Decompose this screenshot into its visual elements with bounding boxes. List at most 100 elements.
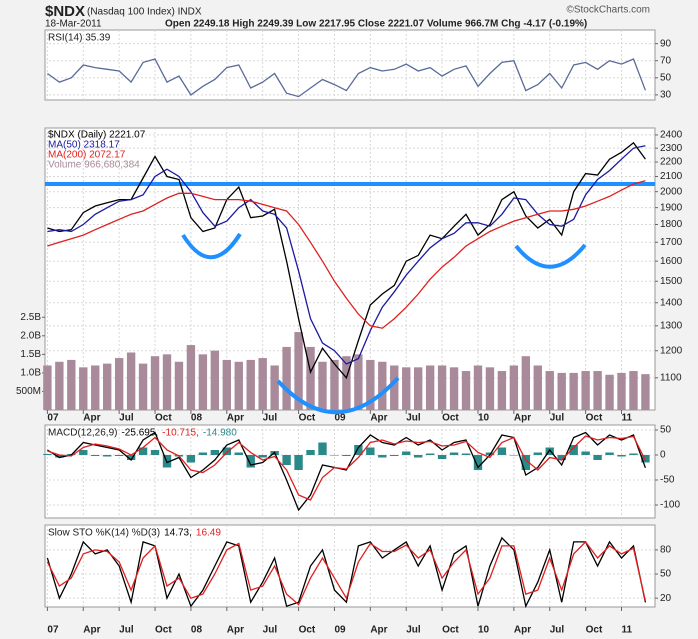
panel-plot: 07 Apr Jul Oct 08 Apr Jul Oct 09 Apr Jul Oct 10 Apr Ju… xyxy=(16,128,683,424)
y-tick-label: 30 xyxy=(660,90,672,101)
line xyxy=(47,180,646,329)
bar xyxy=(234,452,243,455)
y2-tick-label: 1.5B xyxy=(20,349,41,360)
x-tick-label: 08 xyxy=(191,625,203,636)
bar xyxy=(246,359,255,410)
x-tick-label: Jul xyxy=(550,625,565,636)
x-tick-label: Jul xyxy=(406,625,421,636)
bar xyxy=(43,454,52,455)
bar xyxy=(150,450,160,455)
bar xyxy=(55,361,64,410)
bar xyxy=(617,455,626,457)
bar xyxy=(43,365,52,410)
bar xyxy=(354,354,363,410)
bar xyxy=(330,455,339,456)
x-tick-label: Oct xyxy=(155,413,172,424)
bar xyxy=(330,359,339,410)
x-tick-label: Apr xyxy=(514,413,531,424)
x-tick-label: Jul xyxy=(263,413,278,424)
x-tick-label: 07 xyxy=(47,413,59,424)
x-tick-label: 10 xyxy=(478,625,490,636)
line xyxy=(47,145,646,365)
bar xyxy=(497,371,507,410)
y-tick-label: 50 xyxy=(660,425,672,436)
bar xyxy=(210,450,220,455)
bar xyxy=(282,346,291,410)
bar xyxy=(557,372,566,410)
cup-arc xyxy=(181,232,242,260)
bar xyxy=(473,455,483,470)
bar xyxy=(79,450,88,455)
bar xyxy=(91,455,100,456)
x-tick-label: 10 xyxy=(478,413,490,424)
x-tick-label: Oct xyxy=(586,413,603,424)
legend-entry: 14.73, xyxy=(164,528,192,539)
y-tick-label: 1200 xyxy=(660,345,683,356)
y-tick-label: 2200 xyxy=(660,157,683,168)
x-tick-label: Oct xyxy=(442,413,459,424)
y-tick-label: 1100 xyxy=(660,372,682,383)
bar xyxy=(198,354,208,410)
y-tick-label: 2300 xyxy=(660,143,683,154)
legend-entry: Volume 966,680,384 xyxy=(48,160,140,171)
bar xyxy=(509,365,519,410)
bar xyxy=(270,365,279,410)
y2-tick-label: 2.5B xyxy=(20,312,41,323)
bar xyxy=(593,455,602,460)
bar xyxy=(258,358,267,410)
y-tick-label: 70 xyxy=(660,55,672,66)
x-tick-label: Apr xyxy=(83,413,100,424)
bar xyxy=(473,365,483,410)
date: 18-Mar-2011 xyxy=(45,19,102,30)
symbol-name: (Nasdaq 100 Index) INDX xyxy=(87,7,202,18)
bar xyxy=(581,451,590,455)
bar xyxy=(461,371,471,410)
line xyxy=(46,536,647,609)
bar xyxy=(390,455,399,456)
y-tick-label: -50 xyxy=(660,475,675,486)
bar xyxy=(378,361,387,410)
y-tick-label: 50 xyxy=(660,569,672,580)
x-tick-label: Apr xyxy=(514,625,531,636)
bar xyxy=(282,455,291,465)
x-tick-label: Oct xyxy=(155,625,172,636)
bar xyxy=(509,455,519,456)
bar xyxy=(425,453,435,455)
x-tick-label: Oct xyxy=(299,413,316,424)
legend-entry: -14.980 xyxy=(203,428,237,439)
bar xyxy=(545,371,554,410)
y-tick-label: 2100 xyxy=(660,171,683,182)
x-tick-label: 08 xyxy=(191,413,203,424)
line xyxy=(47,141,646,380)
bar xyxy=(569,372,578,410)
bar xyxy=(150,356,160,410)
bar xyxy=(437,365,447,410)
y2-tick-label: 500M xyxy=(16,386,41,397)
bar xyxy=(342,455,351,456)
bar xyxy=(138,363,148,410)
bar xyxy=(605,452,614,455)
x-tick-label: 11 xyxy=(622,625,633,636)
legend-entry: -25.695, xyxy=(121,428,158,439)
line xyxy=(46,540,647,606)
bar xyxy=(629,453,638,455)
y-tick-label: 90 xyxy=(660,38,672,49)
bar xyxy=(174,361,184,410)
bar xyxy=(533,452,542,455)
legend-entry: 16.49 xyxy=(196,528,221,539)
bar xyxy=(521,356,531,410)
y-tick-label: 1500 xyxy=(660,276,683,287)
bar xyxy=(413,367,423,410)
y-tick-label: 2000 xyxy=(660,186,683,197)
symbol: $NDX xyxy=(45,3,85,20)
bar xyxy=(294,332,303,410)
bar xyxy=(449,452,459,455)
bar xyxy=(103,363,112,410)
quote: Open 2249.18 High 2249.39 Low 2217.95 Cl… xyxy=(165,19,587,30)
panel xyxy=(44,29,656,101)
bar xyxy=(103,455,112,457)
bar xyxy=(258,455,267,458)
bar xyxy=(390,365,399,410)
x-tick-label: Jul xyxy=(119,413,134,424)
legend-entry: MA(200) 2072.17 xyxy=(48,150,126,161)
